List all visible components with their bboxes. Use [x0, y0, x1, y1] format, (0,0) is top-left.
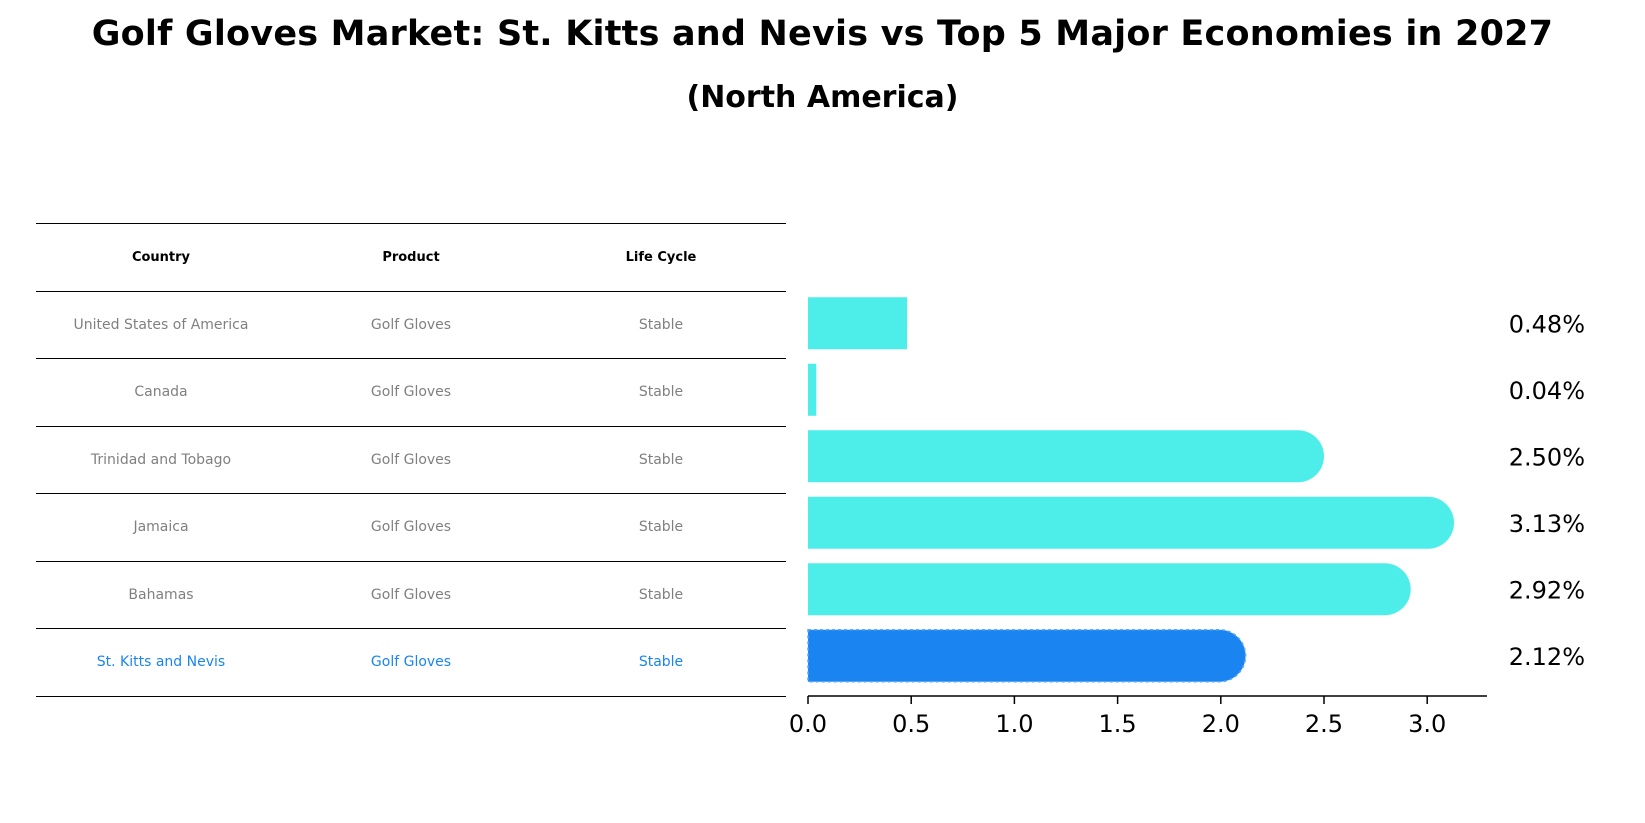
life-cycle-cell: Stable [638, 586, 684, 603]
country-cell: St. Kitts and Nevis [96, 654, 226, 671]
bar [808, 363, 817, 416]
product-cell: Golf Gloves [370, 654, 452, 671]
life-cycle-cell: Stable [638, 519, 684, 536]
bar-value-label: 0.48% [1509, 310, 1585, 338]
table-row: Canada Golf Gloves Stable [36, 358, 786, 426]
table-row: Trinidad and Tobago Golf Gloves Stable [36, 425, 786, 494]
life-cycle-cell: Stable [638, 654, 684, 671]
x-tick-label: 0.5 [892, 710, 930, 738]
country-cell: Bahamas [128, 586, 194, 603]
table-row: United States of America Golf Gloves Sta… [36, 290, 786, 359]
x-tick-label: 1.5 [1099, 710, 1137, 738]
country-cell: Jamaica [133, 519, 189, 536]
bar-value-label: 3.13% [1509, 510, 1585, 538]
chart-title: Golf Gloves Market: St. Kitts and Nevis … [91, 14, 1554, 54]
table-row-highlighted: St. Kitts and Nevis Golf Gloves Stable [36, 628, 786, 697]
country-cell: Canada [134, 384, 188, 401]
x-tick-label: 2.0 [1202, 710, 1240, 738]
bar-highlighted [807, 629, 1247, 683]
data-table: Country Product Life Cycle United States… [36, 223, 786, 697]
product-cell: Golf Gloves [370, 316, 452, 333]
x-tick-label: 3.0 [1408, 710, 1446, 738]
bar-value-label: 2.50% [1509, 443, 1585, 471]
table-header-row: Country Product Life Cycle [36, 223, 786, 291]
chart-subtitle: (North America) [686, 80, 959, 115]
bar-value-label: 2.92% [1509, 576, 1585, 604]
x-tick-label: 0.0 [789, 710, 827, 738]
product-cell: Golf Gloves [370, 519, 452, 536]
header-country: Country [131, 249, 191, 265]
table-row: Bahamas Golf Gloves Stable [36, 560, 786, 629]
life-cycle-cell: Stable [638, 316, 684, 333]
bar [808, 496, 1455, 549]
product-cell: Golf Gloves [370, 586, 452, 603]
header-life-cycle: Life Cycle [625, 249, 697, 265]
product-cell: Golf Gloves [370, 451, 452, 468]
life-cycle-cell: Stable [638, 384, 684, 401]
bar-value-label: 0.04% [1509, 377, 1585, 405]
life-cycle-cell: Stable [638, 451, 684, 468]
bar [808, 430, 1325, 483]
bar [808, 563, 1411, 616]
table-row: Jamaica Golf Gloves Stable [36, 493, 786, 561]
country-cell: United States of America [73, 316, 249, 333]
header-product: Product [382, 249, 440, 265]
bar-value-label: 2.12% [1509, 643, 1585, 671]
x-tick-label: 1.0 [995, 710, 1033, 738]
country-cell: Trinidad and Tobago [90, 451, 232, 468]
product-cell: Golf Gloves [370, 384, 452, 401]
bar [808, 297, 908, 350]
x-tick-label: 2.5 [1305, 710, 1343, 738]
